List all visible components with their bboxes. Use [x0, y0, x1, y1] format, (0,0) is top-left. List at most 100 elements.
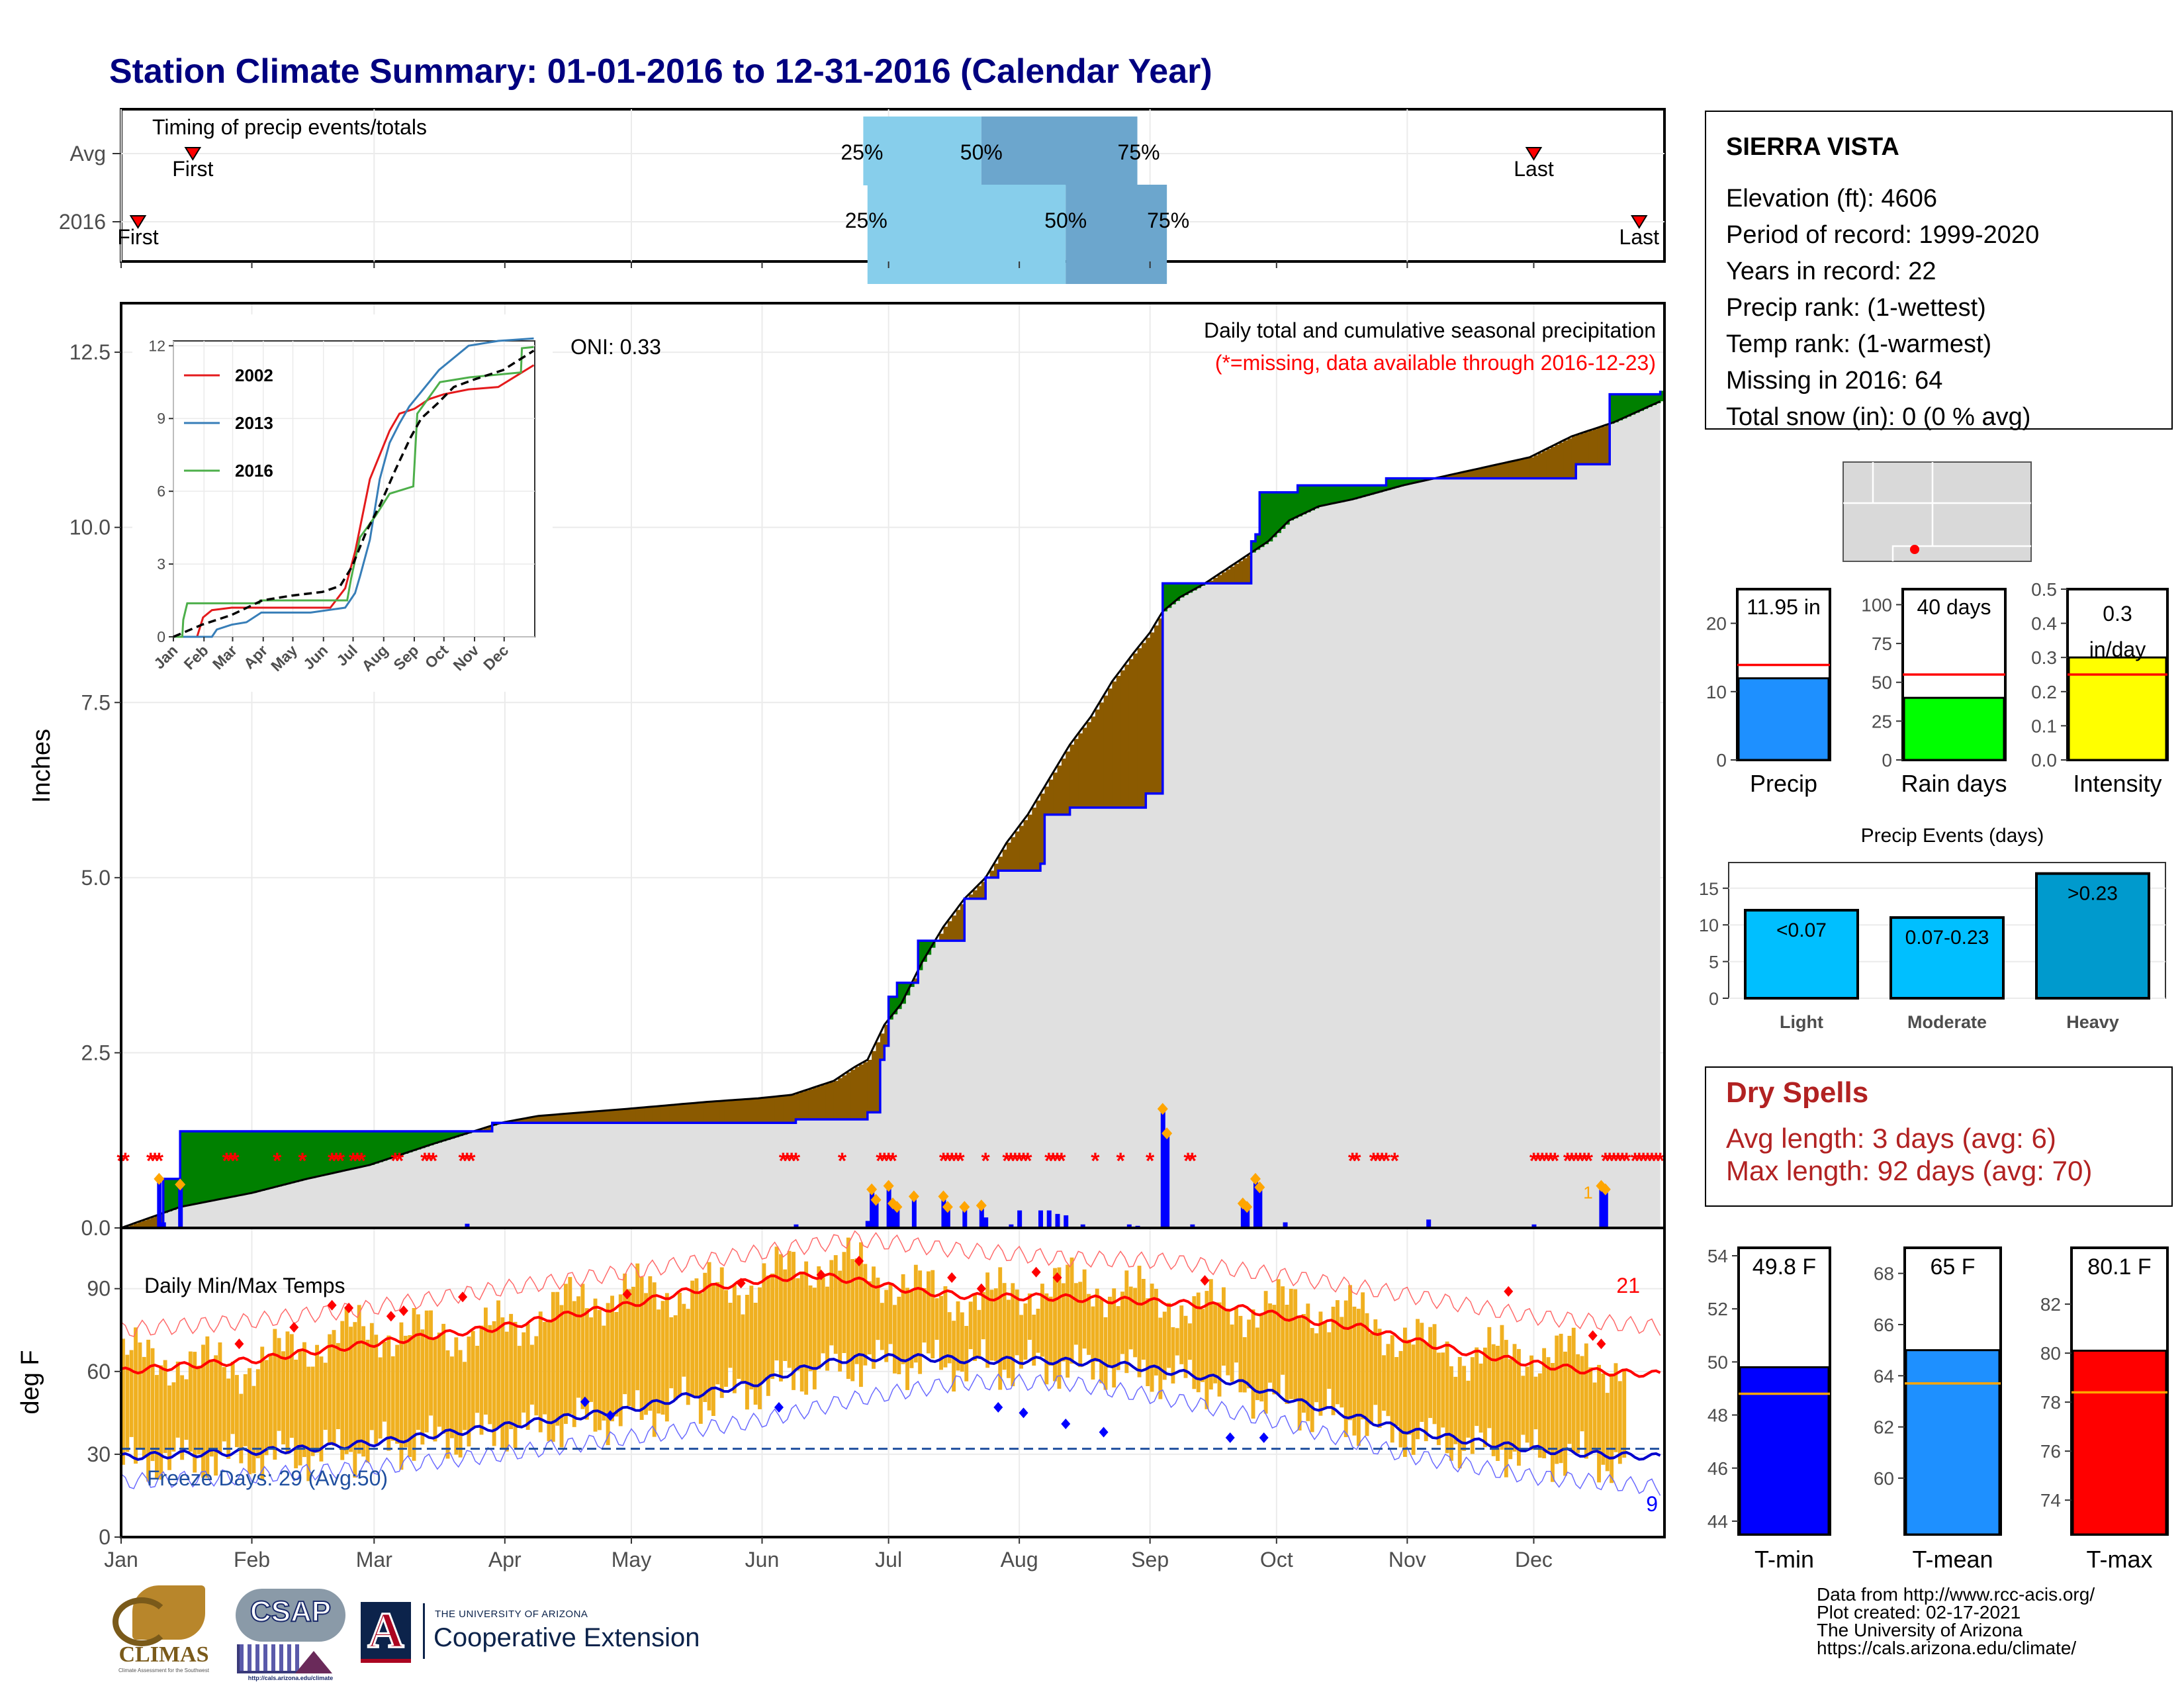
missing-day-star: * — [1601, 1149, 1610, 1174]
temp-bar-y-tick-label: 54 — [1707, 1246, 1728, 1266]
missing-day-star: * — [273, 1149, 282, 1174]
station-info-line: Years in record: 22 — [1726, 258, 1936, 285]
temp-hot-count: 21 — [1616, 1274, 1640, 1297]
precip-y-tick-label: 10.0 — [69, 516, 111, 539]
temp-bar-value-label: 80.1 F — [2087, 1254, 2151, 1280]
missing-day-star: * — [1369, 1149, 1379, 1174]
missing-day-star: * — [956, 1149, 965, 1174]
missing-day-star: * — [1348, 1149, 1357, 1174]
daily-precip-bar — [1009, 1224, 1014, 1228]
missing-day-star: * — [425, 1149, 434, 1174]
month-tick-label: Feb — [234, 1548, 270, 1571]
timing-first-marker — [184, 147, 202, 161]
month-tick-label: Mar — [356, 1548, 392, 1571]
missing-day-star: * — [1529, 1149, 1539, 1174]
climas-logo-swirl — [113, 1597, 171, 1646]
missing-day-star: * — [1007, 1149, 1016, 1174]
temp-bar-y-tick-label: 80 — [2040, 1343, 2061, 1364]
inset-y-tick-label: 9 — [157, 410, 165, 427]
missing-day-star: * — [880, 1149, 889, 1174]
station-info-box — [1705, 111, 2173, 430]
temp-bar-y-tick-label: 74 — [2040, 1490, 2061, 1511]
inset-y-tick-label: 3 — [157, 555, 165, 573]
average-cumulative-line — [120, 400, 1661, 1229]
record-high-marker — [736, 1278, 746, 1289]
temp-bar-label: T-max — [2086, 1546, 2152, 1573]
summary-bar-y-tick-label: 75 — [1872, 633, 1892, 654]
temp-bar-y-tick-label: 50 — [1707, 1352, 1728, 1372]
timing-panel-label: Timing of precip events/totals — [152, 115, 427, 139]
summary-bar-value-unit: in/day — [2089, 637, 2146, 661]
temp-bar-label: T-min — [1754, 1546, 1814, 1573]
missing-day-star: * — [155, 1149, 164, 1174]
timing-iqr-lower — [867, 185, 1066, 284]
missing-day-star: * — [146, 1149, 156, 1174]
station-info-line: Total snow (in): 0 (0 % avg) — [1726, 403, 2030, 431]
missing-day-star: * — [395, 1149, 404, 1174]
temp-panel-frame — [120, 1227, 1666, 1538]
daily-precip-bar — [1165, 1133, 1170, 1228]
timing-last-marker — [1525, 147, 1543, 161]
precip-y-tick-label: 5.0 — [81, 866, 111, 890]
csap-logo-url: http://cals.arizona.edu/climate — [248, 1675, 334, 1681]
ua-logo-extension: Cooperative Extension — [433, 1623, 700, 1652]
timing-iqr-upper — [1066, 185, 1167, 284]
missing-day-star: * — [1618, 1149, 1627, 1174]
timing-last-label: Last — [1619, 225, 1660, 249]
inset-y-tick-label: 0 — [157, 628, 165, 645]
freeze-days-label: Freeze Days: 29 (Avg:50) — [147, 1466, 388, 1490]
daily-precip-bar — [794, 1224, 799, 1228]
record-high-marker — [327, 1299, 337, 1311]
record-high-marker — [816, 1269, 826, 1280]
missing-day-star: * — [838, 1149, 847, 1174]
locator-map — [1843, 461, 2032, 562]
missing-day-star: * — [1188, 1149, 1197, 1174]
record-high-marker — [1031, 1266, 1041, 1278]
timing-pct25-label: 25% — [841, 140, 883, 164]
missing-day-star: * — [948, 1149, 957, 1174]
inset-plot-frame — [173, 340, 535, 637]
station-info-line: Elevation (ft): 4606 — [1726, 185, 1937, 212]
precip-y-tick-label: 0.0 — [81, 1216, 111, 1240]
record-high-line — [120, 1230, 1661, 1337]
dry-spells-box — [1705, 1066, 2173, 1207]
missing-day-star: * — [1011, 1149, 1020, 1174]
timing-row-label: Avg — [69, 142, 106, 165]
record-low-marker — [580, 1396, 590, 1407]
daily-precip-bar — [1126, 1224, 1132, 1228]
missing-day-star: * — [1377, 1149, 1387, 1174]
precip-events-y-tick-label: 15 — [1699, 879, 1719, 899]
missing-day-star: * — [787, 1149, 796, 1174]
missing-day-star: * — [1053, 1149, 1062, 1174]
missing-day-star: * — [357, 1149, 367, 1174]
record-low-marker — [774, 1402, 784, 1413]
timing-pct50-label: 50% — [960, 140, 1003, 164]
temp-y-tick-label: 90 — [87, 1277, 111, 1301]
temp-bar-t-min — [1739, 1366, 1830, 1536]
missing-day-star: * — [1542, 1149, 1551, 1174]
daily-precip-diamond — [976, 1199, 987, 1212]
temp-bar-y-tick-label: 44 — [1707, 1511, 1728, 1532]
timing-first-marker — [129, 215, 147, 229]
ua-logo-letter: A — [367, 1602, 405, 1660]
summary-bar-value-label: 11.95 in — [1747, 595, 1821, 619]
daily-precip-diamond — [1250, 1172, 1261, 1185]
daily-precip-bar — [1283, 1222, 1288, 1228]
daily-precip-diamond — [1157, 1103, 1168, 1115]
summary-bar-y-tick-label: 100 — [1861, 594, 1892, 615]
temp-bar-y-tick-label: 52 — [1707, 1299, 1728, 1319]
record-low-marker — [606, 1410, 615, 1421]
missing-day-star: * — [1614, 1149, 1623, 1174]
inset-legend-label: 2013 — [235, 413, 273, 433]
daily-precip-bar — [1064, 1215, 1069, 1228]
missing-day-star: * — [1538, 1149, 1547, 1174]
climas-logo-subtext: Climate Assessment for the Southwest — [118, 1667, 209, 1673]
record-high-marker — [976, 1283, 986, 1294]
page-title: Station Climate Summary: 01-01-2016 to 1… — [109, 52, 1212, 91]
missing-day-star: * — [1576, 1149, 1585, 1174]
month-tick-label: Aug — [1001, 1548, 1038, 1571]
missing-day-star: * — [952, 1149, 961, 1174]
station-name: SIERRA VISTA — [1726, 133, 1899, 161]
ua-extension-logo: A THE UNIVERSITY OF ARIZONA Cooperative … — [361, 1601, 745, 1667]
temp-bar-y-tick-label: 78 — [2040, 1392, 2061, 1413]
